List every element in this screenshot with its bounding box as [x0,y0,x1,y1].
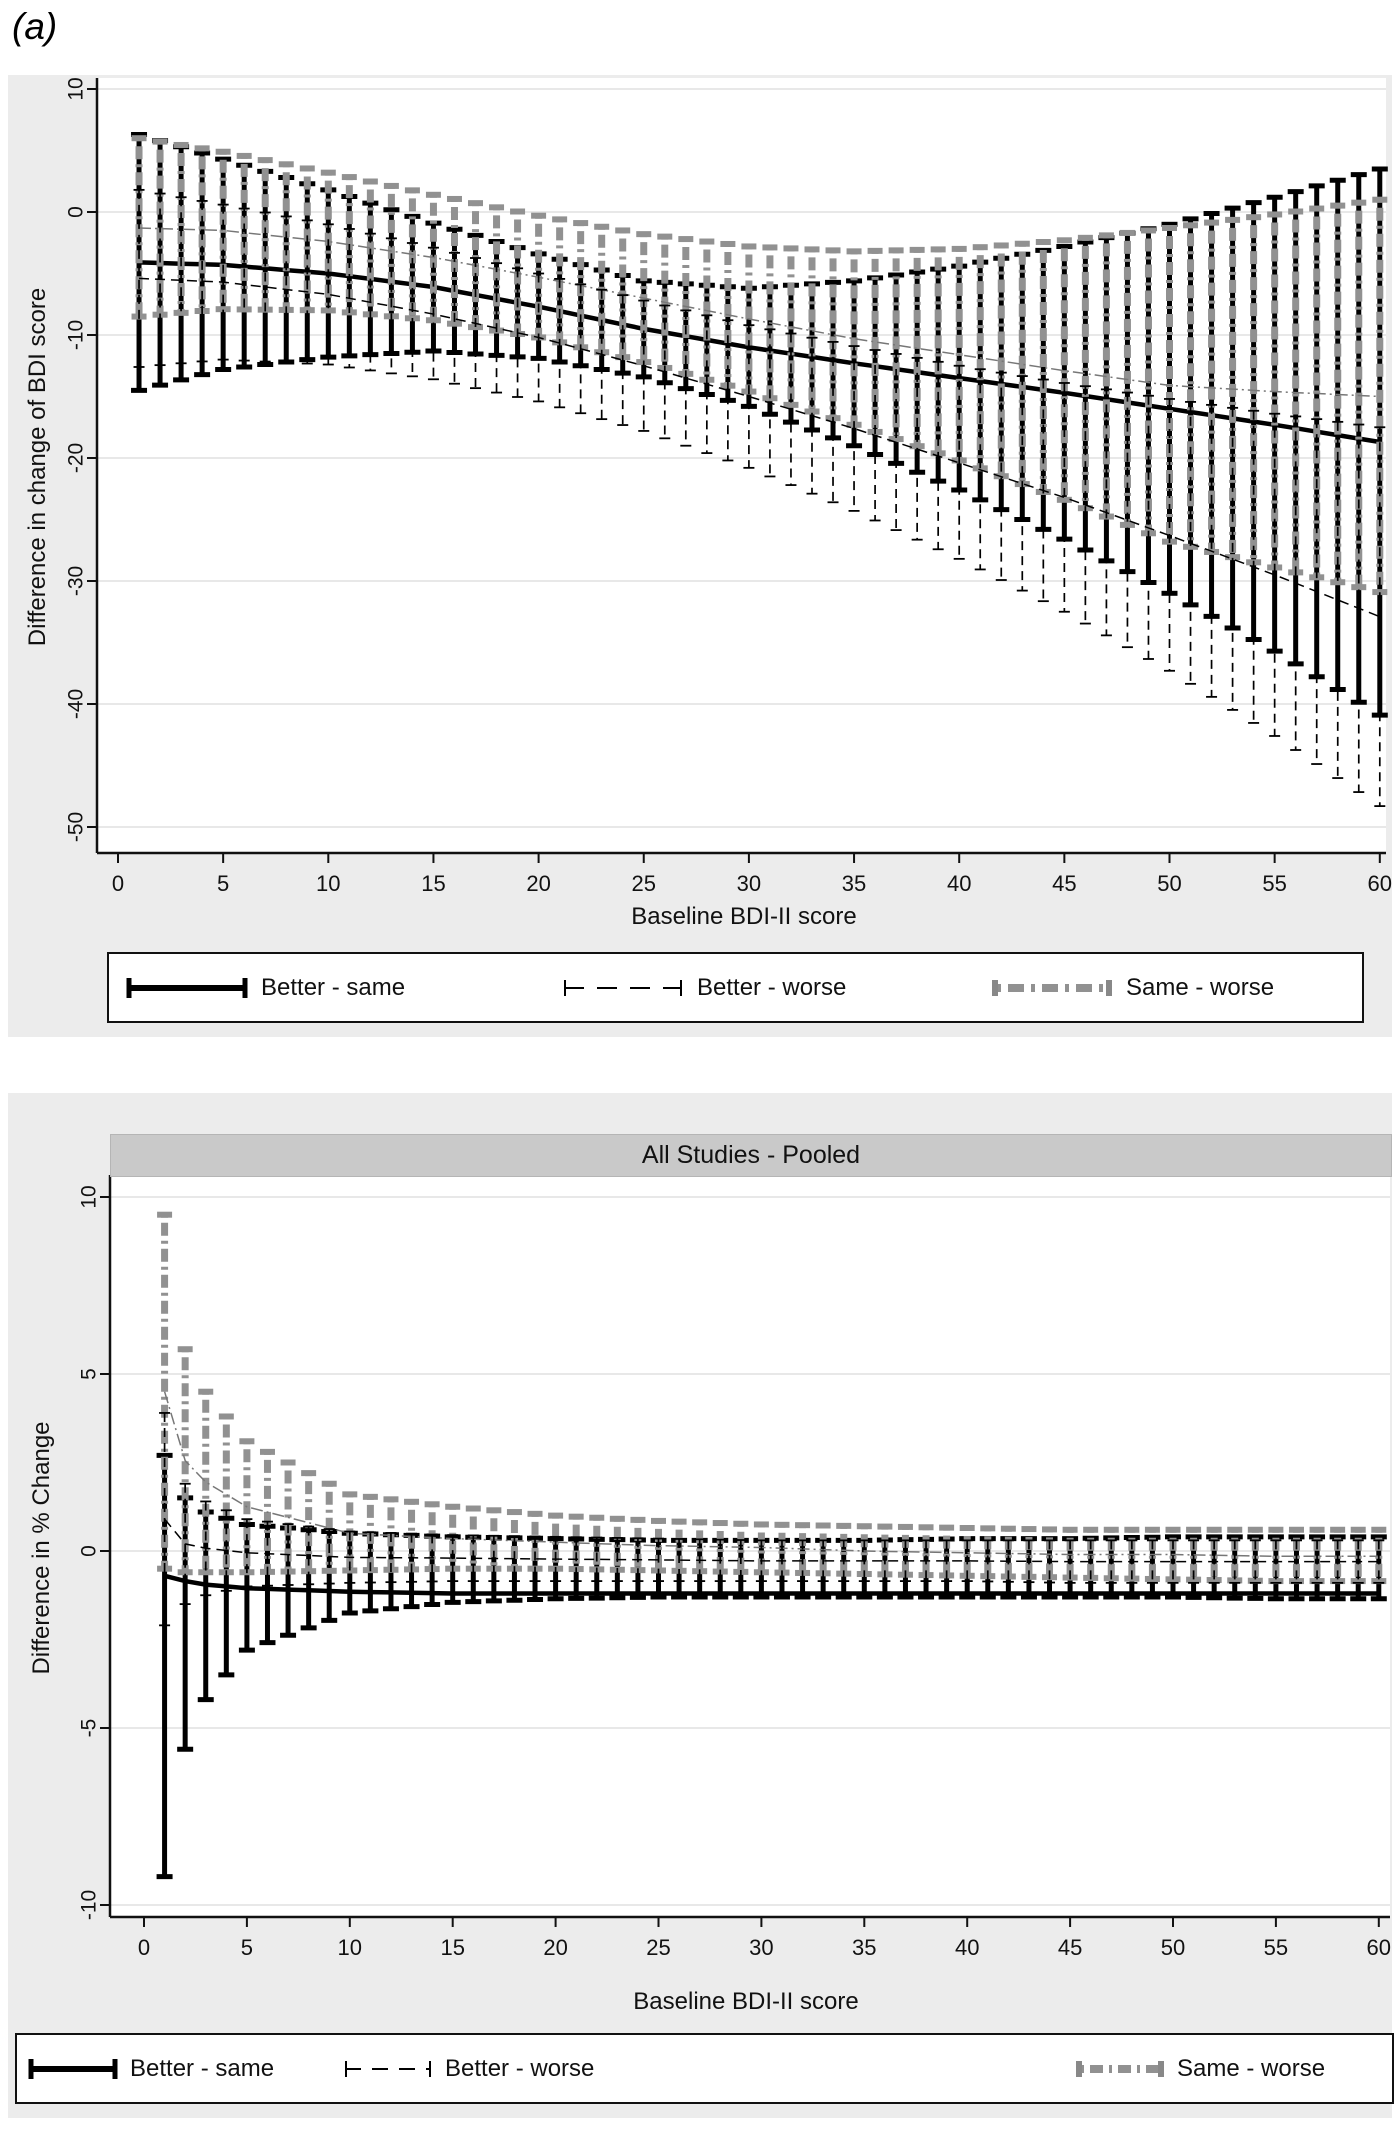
svg-text:25: 25 [632,871,656,896]
legend-label: Better - worse [445,2054,595,2082]
svg-text:-50: -50 [65,812,88,842]
panel-b-plot-area [110,1175,1390,1917]
svg-text:-10: -10 [78,1890,101,1920]
svg-text:0: 0 [138,1935,150,1960]
series-better-same [156,1452,1387,1880]
svg-text:-30: -30 [65,566,88,596]
svg-text:5: 5 [217,871,229,896]
panel-a-x-axis-title: Baseline BDI-II score [631,903,857,930]
series-better-same [131,132,1388,718]
svg-text:60: 60 [1368,871,1392,896]
svg-text:30: 30 [737,871,761,896]
svg-text:45: 45 [1052,871,1076,896]
errorbar-thick-solid-sample-icon [126,977,248,998]
svg-text:15: 15 [421,871,445,896]
svg-text:20: 20 [543,1935,567,1960]
panel-a-chart-svg: 10 0 -10 -20 -30 -40 -50 0 5 10 15 20 25 30 35 40 45 50 55… [65,77,1392,896]
svg-text:60: 60 [1367,1935,1391,1960]
svg-text:10: 10 [338,1935,362,1960]
svg-text:0: 0 [65,206,88,218]
svg-text:0: 0 [112,871,124,896]
svg-text:-20: -20 [65,443,88,473]
errorbar-thin-dash-sample-icon [564,979,682,996]
legend-entry-better-same: Better - same [25,2035,274,2102]
svg-text:50: 50 [1157,871,1181,896]
svg-text:40: 40 [947,871,971,896]
svg-text:5: 5 [78,1368,101,1380]
legend-entry-same-worse: Same - worse [987,954,1274,1021]
svg-text:15: 15 [440,1935,464,1960]
svg-text:45: 45 [1058,1935,1082,1960]
legend-entry-same-worse: Same - worse [1072,2035,1325,2102]
svg-text:-10: -10 [65,320,88,350]
panel-a-letter: (a) [12,6,58,47]
legend-label: Better - worse [697,973,847,1001]
panel-b-figure-region: 10 5 0 -5 -10 0 5 10 15 20 25 30 35 40 45 50 55 60 [8,1093,1392,2118]
legend-label: Better - same [130,2054,275,2082]
series-same-worse [157,1211,1387,1585]
svg-text:20: 20 [526,871,550,896]
svg-text:-40: -40 [65,689,88,719]
panel_a-gridlines [97,88,1386,828]
errorbar-thick-dashdot-sample-icon [992,979,1112,996]
svg-text:25: 25 [646,1935,670,1960]
errorbar-thick-solid-sample-icon [28,2058,118,2079]
errorbar-thin-dash-sample-icon [345,2060,431,2077]
panel-a-y-axis-title: Difference in change of BDI score [24,287,51,647]
legend-entry-better-worse: Better - worse [340,2035,594,2102]
svg-text:50: 50 [1161,1935,1185,1960]
panel_a-axes: 10 0 -10 -20 -30 -40 -50 0 5 10 15 20 25 30 35 40 45 50 55… [65,77,1392,896]
errorbar-thick-dashdot-sample-icon [1076,2060,1164,2077]
panel-a-figure-region: 10 0 -10 -20 -30 -40 -50 0 5 10 15 20 25 30 35 40 45 50 55… [8,75,1392,1037]
svg-text:5: 5 [241,1935,253,1960]
series-better-worse [159,1412,1385,1627]
svg-text:55: 55 [1264,1935,1288,1960]
panel-b-band-title: All Studies - Pooled [110,1134,1392,1177]
svg-text:40: 40 [955,1935,979,1960]
svg-text:30: 30 [749,1935,773,1960]
panel-b-x-axis-title: Baseline BDI-II score [633,1988,859,2015]
svg-text:-5: -5 [78,1719,101,1738]
svg-text:10: 10 [65,77,88,100]
svg-text:10: 10 [316,871,340,896]
series-better-worse [133,188,1386,807]
legend-label: Same - worse [1126,973,1275,1001]
series-same-worse [131,135,1388,596]
legend-label: Same - worse [1177,2054,1326,2082]
panel-a-legend: Better - same Better - worse Same - wors… [107,952,1364,1023]
svg-text:55: 55 [1262,871,1286,896]
panel-b-legend: Better - same Better - worse Same - wors… [15,2033,1394,2104]
svg-text:35: 35 [852,1935,876,1960]
svg-text:0: 0 [78,1545,101,1557]
legend-entry-better-same: Better - same [122,954,405,1021]
legend-entry-better-worse: Better - worse [558,954,846,1021]
svg-text:10: 10 [78,1185,101,1208]
panel-b-y-axis-title: Difference in % Change [28,1421,55,1675]
panel_b-gridlines [110,1196,1390,1906]
legend-label: Better - same [261,973,406,1001]
svg-text:35: 35 [842,871,866,896]
